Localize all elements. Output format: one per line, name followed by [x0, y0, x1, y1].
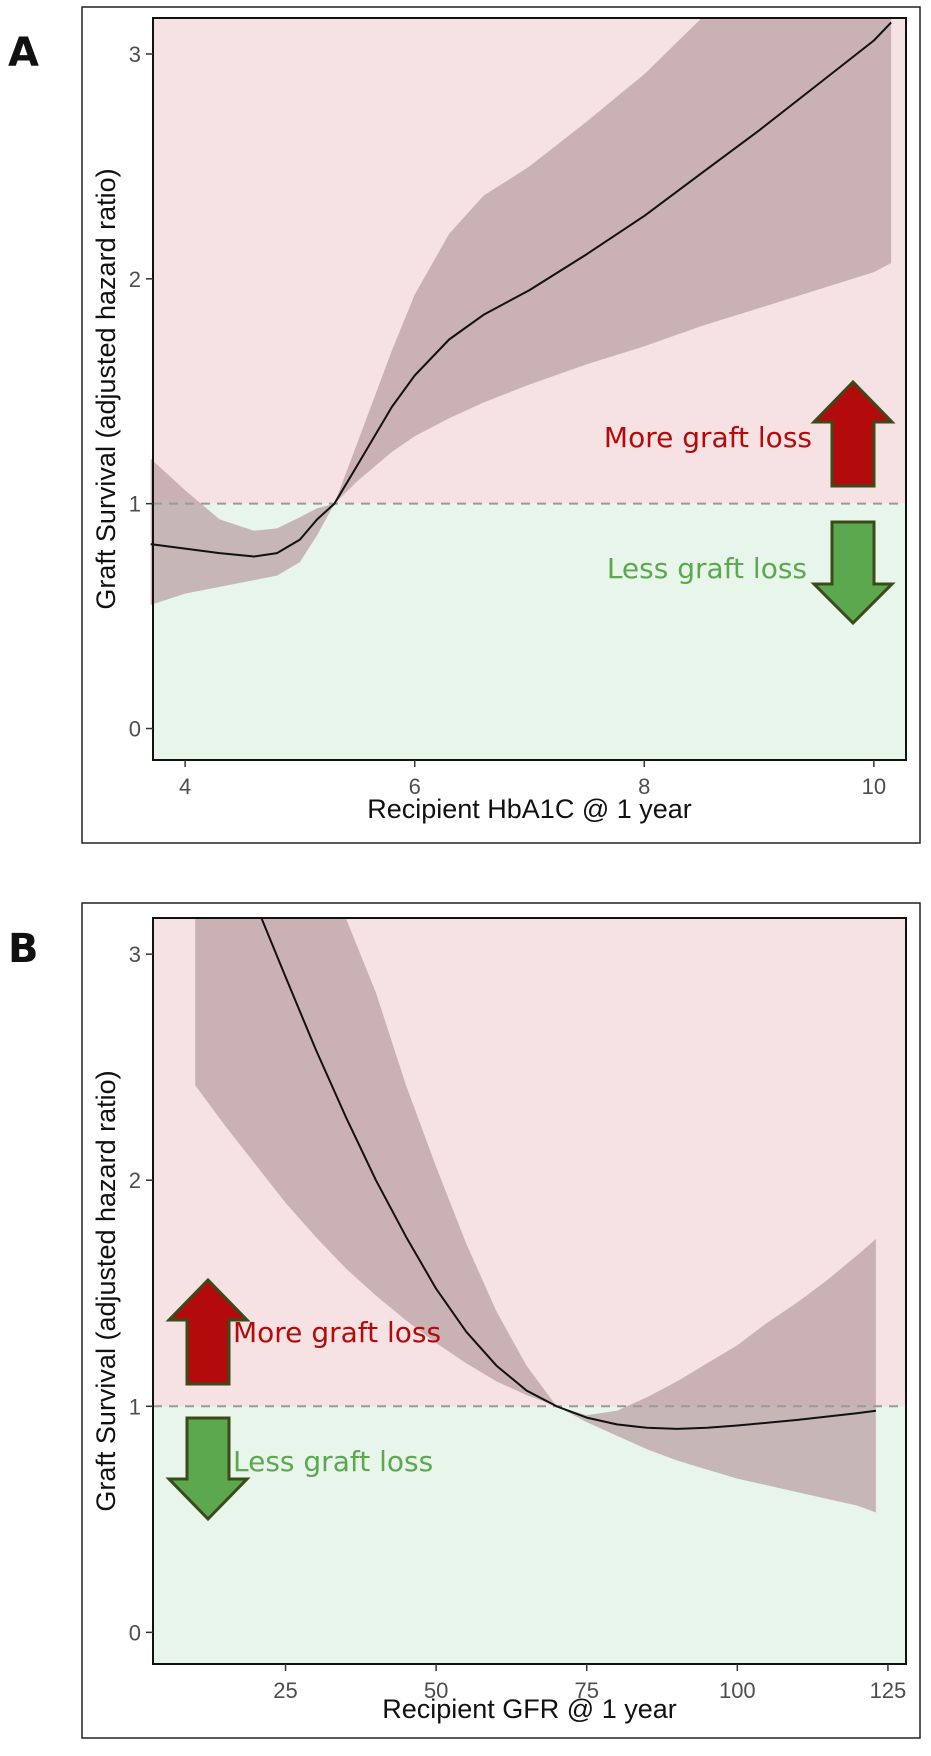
y-tick-label: 1 — [129, 492, 141, 517]
axis-ticks: 25 50 75 100 125 0 1 2 3 — [129, 942, 907, 1703]
x-tick-label: 25 — [273, 1678, 297, 1703]
x-tick-label: 50 — [424, 1678, 448, 1703]
x-tick-label: 6 — [409, 774, 421, 799]
panel-a-chart: 4 6 8 10 0 1 2 3 Recipient HbA1C @ 1 year Graft… — [91, 17, 907, 824]
x-tick-label: 125 — [870, 1678, 907, 1703]
hazard-ratio-curve — [260, 917, 877, 1430]
y-tick-label: 0 — [129, 717, 141, 742]
x-tick-label: 75 — [574, 1678, 598, 1703]
y-axis-title: Graft Survival (adjusted hazard ratio) — [91, 168, 121, 609]
y-axis-title: Graft Survival (adjusted hazard ratio) — [91, 1070, 121, 1511]
y-tick-label: 0 — [129, 1620, 141, 1645]
y-tick-label: 2 — [129, 1168, 141, 1193]
up-arrow-icon — [810, 379, 896, 488]
more-loss-annotation: More graft loss — [604, 379, 896, 488]
y-tick-label: 2 — [129, 267, 141, 292]
x-tick-label: 4 — [179, 774, 191, 799]
axis-ticks: 4 6 8 10 0 1 2 3 — [129, 42, 886, 799]
y-tick-label: 3 — [129, 42, 141, 67]
more-graft-loss-label: More graft loss — [233, 1316, 441, 1349]
panel-b-frame — [81, 902, 921, 1739]
x-tick-label: 8 — [638, 774, 650, 799]
down-arrow-icon — [810, 520, 896, 626]
y-tick-label: 1 — [129, 1394, 141, 1419]
more-graft-loss-label: More graft loss — [604, 421, 812, 454]
down-arrow-icon — [165, 1416, 251, 1522]
confidence-band — [195, 918, 876, 1513]
less-loss-annotation: Less graft loss — [165, 1416, 433, 1522]
x-axis-title: Recipient GFR @ 1 year — [382, 1694, 677, 1724]
hazard-ratio-curve — [150, 21, 892, 558]
plot-border — [152, 917, 907, 1665]
confidence-band — [150, 18, 892, 605]
more-loss-annotation: More graft loss — [165, 1277, 441, 1386]
less-graft-loss-label: Less graft loss — [607, 552, 807, 585]
plot-border — [152, 17, 907, 761]
x-tick-label: 100 — [719, 1678, 756, 1703]
less-graft-loss-label: Less graft loss — [233, 1445, 433, 1478]
y-tick-label: 3 — [129, 942, 141, 967]
panel-a-frame — [81, 6, 921, 844]
panel-a-label: A — [8, 30, 39, 76]
up-arrow-icon — [165, 1277, 251, 1386]
panel-b-label: B — [8, 926, 39, 972]
x-axis-title: Recipient HbA1C @ 1 year — [367, 794, 692, 824]
less-loss-annotation: Less graft loss — [607, 520, 896, 626]
x-tick-label: 10 — [862, 774, 886, 799]
